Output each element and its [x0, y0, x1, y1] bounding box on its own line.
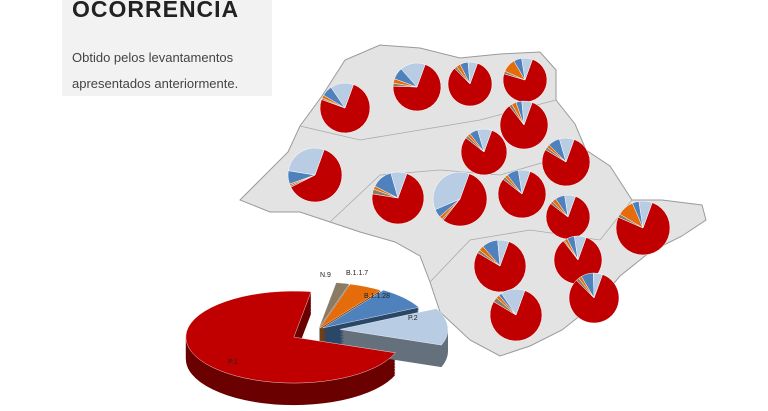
region-pie-slice	[290, 149, 343, 203]
region-pie-slice	[477, 128, 493, 153]
region-pie-slice	[521, 57, 533, 81]
region-pie-slice	[568, 274, 620, 324]
region-pie-slice	[390, 171, 408, 199]
region-pie-slice	[392, 64, 442, 112]
region-pie-slice	[330, 82, 354, 109]
pie-slice	[339, 308, 449, 346]
region-pie-slice	[432, 171, 470, 210]
pie-slice	[319, 283, 382, 329]
region-pie-slice	[489, 290, 543, 342]
region-pie-slice	[501, 288, 526, 316]
description: Obtido pelos levantamentos	[72, 50, 234, 65]
slice-label: P.1	[228, 359, 238, 366]
region-pie-slice	[564, 194, 576, 218]
region-pie-slice	[447, 63, 493, 107]
region-pie-slice	[497, 171, 547, 219]
region-pie-slice	[467, 61, 478, 85]
slice-label: B.1.1.28	[364, 293, 390, 300]
region-pie-slice	[638, 200, 653, 229]
region-border	[429, 199, 633, 283]
region-pie-slice	[518, 169, 531, 195]
region-pie-slice	[615, 202, 671, 256]
pie-slice	[318, 282, 350, 329]
info-panel	[62, 0, 272, 96]
title: OCORRÊNCIA	[72, 0, 240, 22]
region-pie-slice	[400, 62, 426, 88]
region-pie-slice	[593, 272, 603, 299]
region-pie-slice	[288, 147, 325, 176]
slice-label: N.9	[320, 272, 331, 279]
region-pie-slice	[574, 235, 587, 261]
description: apresentados anteriormente.	[72, 76, 239, 91]
region-pie-slice	[521, 100, 533, 126]
region-pie-slice	[559, 137, 575, 163]
slice-label: P.2	[408, 315, 418, 322]
pie-slice	[322, 289, 420, 329]
region-pie-slice	[502, 59, 548, 103]
region-pie-slice	[499, 102, 549, 150]
region-pie-slice	[497, 239, 510, 267]
region-border	[329, 149, 587, 223]
pie-slice	[185, 290, 396, 384]
region-pie-slice	[443, 173, 488, 227]
region-pie-slice	[319, 84, 371, 134]
slice-label: B.1.1.7	[346, 270, 368, 277]
